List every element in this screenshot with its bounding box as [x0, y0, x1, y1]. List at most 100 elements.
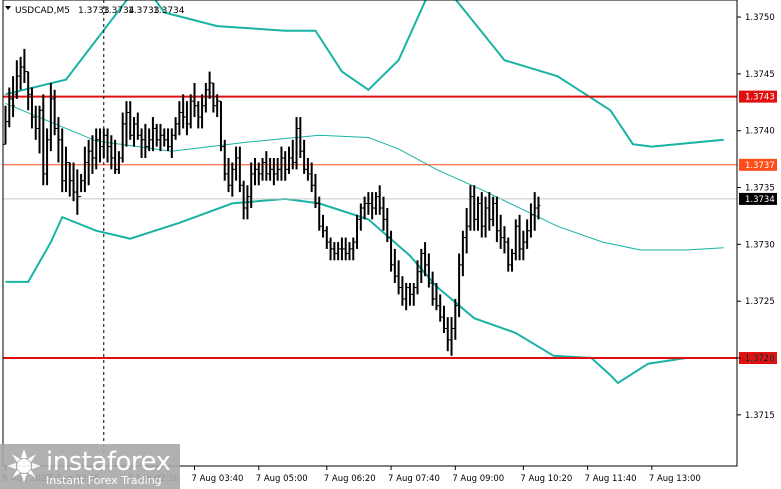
x-tick-label: 7 Aug 09:00	[452, 474, 504, 484]
x-tick-label: 7 Aug 10:20	[520, 474, 572, 484]
bollinger-upper-line	[5, 0, 724, 148]
ohlc-bar	[215, 94, 220, 118]
ohlc-bar	[86, 139, 91, 186]
ohlc-bar	[389, 230, 394, 272]
ohlc-bar	[211, 82, 216, 113]
ohlc-bar	[56, 117, 61, 163]
ohlc-bar	[14, 60, 19, 99]
level-price-tag	[739, 90, 777, 103]
instaforex-logo-icon	[7, 449, 41, 483]
plot-frame	[2, 0, 738, 467]
chart-header-value: 1.3734	[103, 6, 135, 16]
ohlc-bar	[487, 192, 492, 231]
ohlc-bar	[287, 146, 291, 174]
ohlc-bar	[109, 135, 114, 170]
y-tick-label: 1.3740	[745, 127, 775, 137]
ohlc-bar	[423, 242, 428, 277]
y-tick-label: 1.3715	[745, 411, 775, 421]
ohlc-bar	[343, 237, 348, 261]
ohlc-bar	[256, 162, 261, 186]
ohlc-bar	[449, 317, 454, 356]
ohlc-bar	[207, 71, 212, 99]
ohlc-bar	[400, 276, 405, 306]
ohlc-bar	[222, 139, 227, 181]
ohlc-bar	[271, 157, 276, 186]
ohlc-bar	[135, 112, 140, 140]
ohlc-bar	[426, 253, 431, 288]
ohlc-bar	[513, 219, 518, 261]
ohlc-bar	[249, 162, 254, 208]
ohlc-bar	[90, 135, 95, 174]
ohlc-bar	[52, 89, 57, 136]
ohlc-bar	[290, 139, 295, 170]
ohlc-bar	[317, 196, 322, 231]
ohlc-bar	[169, 128, 174, 158]
header-dropdown-icon	[5, 6, 11, 10]
ohlc-bar	[147, 128, 152, 152]
ohlc-bar	[339, 237, 344, 261]
ohlc-bar	[510, 248, 515, 272]
ohlc-bar	[245, 185, 250, 220]
level-price-label: 1.3737	[745, 161, 775, 171]
ohlc-bar	[158, 123, 163, 152]
ohlc-bar	[192, 82, 197, 118]
ohlc-bar	[98, 128, 102, 163]
ohlc-bar	[521, 230, 526, 261]
ohlc-bar	[143, 123, 148, 158]
ohlc-bar	[33, 105, 38, 140]
ohlc-bar	[203, 82, 208, 113]
ohlc-bar	[370, 192, 375, 220]
ohlc-bar	[41, 94, 46, 186]
bollinger-middle-line	[5, 102, 724, 251]
chart-header-value: 1.3734	[153, 6, 185, 16]
ohlc-bar	[48, 82, 53, 152]
ohlc-bar	[22, 48, 27, 83]
ohlc-bar	[366, 192, 371, 215]
ohlc-bar	[483, 196, 488, 238]
chart-axes: 1.37151.37201.37251.37301.37351.37401.37…	[2, 0, 775, 484]
ohlc-bar	[457, 253, 462, 318]
ohlc-bar	[184, 101, 189, 136]
x-tick-label: 7 Aug 05:00	[256, 474, 308, 484]
ohlc-bar	[82, 146, 87, 193]
x-tick-label: 7 Aug 06:20	[324, 474, 376, 484]
ohlc-bar	[411, 283, 416, 306]
ohlc-bar	[75, 169, 80, 215]
ohlc-bar	[355, 214, 360, 249]
ohlc-bar	[441, 305, 446, 334]
y-tick-label: 1.3720	[745, 354, 775, 364]
ohlc-bar	[11, 76, 16, 118]
ohlc-bar	[362, 196, 367, 220]
ohlc-bar	[260, 157, 265, 181]
ohlc-bar	[294, 117, 299, 170]
ohlc-bar	[419, 248, 424, 284]
ohlc-bar	[275, 157, 280, 181]
ohlc-bar	[472, 185, 477, 231]
ohlc-bar	[396, 260, 401, 295]
ohlc-bar	[532, 192, 537, 231]
ohlc-bar	[385, 207, 390, 243]
ohlc-bar	[324, 226, 329, 249]
ohlc-bar	[328, 237, 333, 261]
ohlc-bar	[321, 214, 326, 238]
ohlc-bar	[45, 128, 50, 186]
ohlc-bar	[63, 146, 68, 193]
ohlc-bar	[3, 105, 8, 145]
ohlc-bar	[332, 242, 337, 261]
ohlc-bar	[279, 146, 284, 181]
chart-header-symbol: USDCAD,M5	[15, 6, 70, 16]
ohlc-bar	[200, 94, 205, 129]
ohlc-bar	[94, 128, 99, 170]
ohlc-bar	[7, 87, 12, 128]
ohlc-bar	[113, 139, 118, 174]
ohlc-bar	[264, 151, 269, 181]
ohlc-bar	[502, 226, 507, 254]
ohlc-bar	[132, 117, 137, 147]
ohlc-bar	[491, 196, 496, 227]
ohlc-bar	[29, 87, 34, 129]
ohlc-bar	[407, 283, 412, 306]
level-price-tag	[739, 158, 777, 171]
level-price-label: 1.3743	[745, 93, 775, 103]
support-resistance-levels: 1.3743 1.3737 1.3720 1.3734	[3, 90, 777, 365]
